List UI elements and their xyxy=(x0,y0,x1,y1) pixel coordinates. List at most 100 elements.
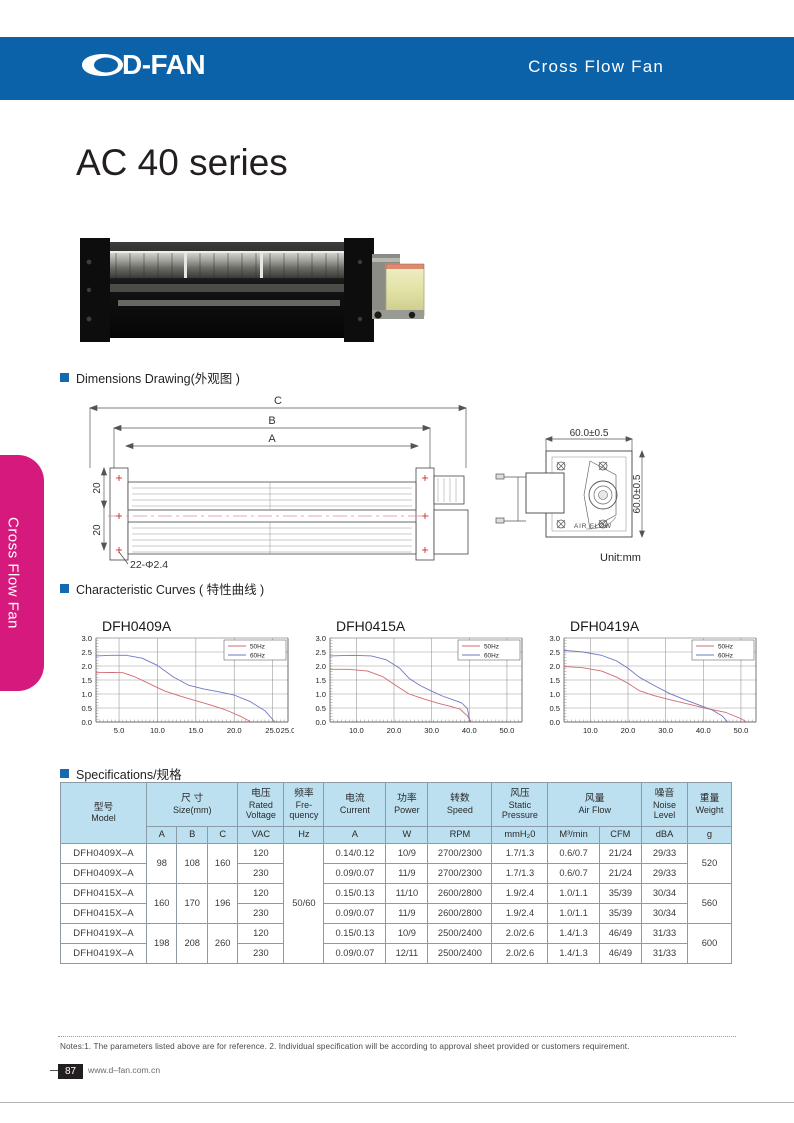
page-number: 87 xyxy=(58,1064,84,1079)
brand-name: D-FAN xyxy=(122,49,206,80)
cell-power: 10/9 xyxy=(385,843,429,864)
svg-text:0.0: 0.0 xyxy=(81,718,92,727)
svg-text:50.0: 50.0 xyxy=(734,726,749,735)
header-static-pressure: 风压 Static Pressure xyxy=(491,782,549,827)
cell-cfm: 46/49 xyxy=(598,923,643,944)
section-heading-curves: Characteristic Curves ( 特性曲线 ) xyxy=(60,579,264,598)
svg-text:3.0: 3.0 xyxy=(315,634,326,643)
cell-noise: 30/34 xyxy=(641,903,688,924)
table-header-row-units: A B C VAC Hz A W RPM mmH₂0 M³/min CFM dB… xyxy=(61,826,732,844)
unit-cfm: CFM xyxy=(598,826,643,844)
cell-speed: 2500/2400 xyxy=(427,943,493,964)
cell-power: 11/10 xyxy=(385,883,429,904)
page-number-dash xyxy=(50,1070,58,1071)
svg-text:1.5: 1.5 xyxy=(549,676,560,685)
cell-airflow-m3: 0.6/0.7 xyxy=(547,843,600,864)
cell-speed: 2600/2800 xyxy=(427,883,493,904)
side-tab-label: Cross Flow Fan xyxy=(4,516,22,630)
section-heading-dimensions: Dimensions Drawing(外观图 ) xyxy=(60,368,240,387)
chart-plot: 0.0 0.5 1.0 1.5 2.0 2.5 3.0 10.0 20.0 30.0 40.0 50.… xyxy=(549,634,757,735)
cell-power: 10/9 xyxy=(385,923,429,944)
cell-current: 0.09/0.07 xyxy=(323,903,387,924)
cell-noise: 31/33 xyxy=(641,923,688,944)
cell-airflow-m3: 0.6/0.7 xyxy=(547,863,600,884)
svg-text:0.0: 0.0 xyxy=(315,718,326,727)
unit-hz: Hz xyxy=(283,826,325,844)
website-url: www.d–fan.com.cn xyxy=(88,1065,161,1075)
cell-current: 0.15/0.13 xyxy=(323,883,387,904)
cell-voltage: 230 xyxy=(237,903,285,924)
page-title: AC 40 series xyxy=(76,142,288,183)
svg-text:20.0: 20.0 xyxy=(387,726,402,735)
cell-model: DFH0409X–A xyxy=(60,843,147,864)
cell-size-c: 196 xyxy=(206,883,239,924)
svg-text:2.5: 2.5 xyxy=(315,648,326,657)
footer-divider xyxy=(58,1036,736,1037)
cell-current: 0.14/0.12 xyxy=(323,843,387,864)
svg-text:1.0: 1.0 xyxy=(315,690,326,699)
chart-title: DFH0419A xyxy=(570,618,640,634)
unit-dba: dBA xyxy=(641,826,688,844)
unit-gram: g xyxy=(687,826,732,844)
svg-text:50Hz: 50Hz xyxy=(250,644,265,651)
unit-c: C xyxy=(206,826,239,844)
svg-text:20: 20 xyxy=(92,524,103,536)
svg-text:50Hz: 50Hz xyxy=(718,644,733,651)
cell-current: 0.09/0.07 xyxy=(323,943,387,964)
section-bullet-icon xyxy=(60,373,69,382)
page-header-bar: D-FAN Cross Flow Fan xyxy=(0,37,794,100)
cell-size-b: 170 xyxy=(176,883,208,924)
svg-text:60.0±0.5: 60.0±0.5 xyxy=(632,474,643,513)
bottom-divider xyxy=(0,1102,794,1103)
svg-text:3.0: 3.0 xyxy=(81,634,92,643)
cell-airflow-m3: 1.4/1.3 xyxy=(547,943,600,964)
table-row: DFH0419X–A 198 208 260 120 0.15/0.13 10/… xyxy=(60,923,732,964)
svg-text:B: B xyxy=(268,415,275,427)
cell-cfm: 35/39 xyxy=(598,903,643,924)
svg-text:1.0: 1.0 xyxy=(549,690,560,699)
svg-text:60Hz: 60Hz xyxy=(718,653,733,660)
header-air-flow: 风量 Air Flow xyxy=(547,782,642,827)
cell-airflow-m3: 1.0/1.1 xyxy=(547,883,600,904)
cell-pressure: 1.9/2.4 xyxy=(491,883,549,904)
cell-airflow-m3: 1.4/1.3 xyxy=(547,923,600,944)
cell-power: 11/9 xyxy=(385,863,429,884)
svg-text:15.0: 15.0 xyxy=(188,726,203,735)
unit-mmh2o: mmH₂0 xyxy=(491,826,549,844)
svg-text:20.0: 20.0 xyxy=(227,726,242,735)
dimension-drawing-side-view: 60.0±0.5 60.0±0.5 AIR FLOW xyxy=(495,428,645,538)
cell-current: 0.09/0.07 xyxy=(323,863,387,884)
cell-cfm: 21/24 xyxy=(598,863,643,884)
svg-text:10.0: 10.0 xyxy=(150,726,165,735)
svg-text:10.0: 10.0 xyxy=(349,726,364,735)
cell-voltage: 230 xyxy=(237,863,285,884)
cell-noise: 29/33 xyxy=(641,863,688,884)
cell-model: DFH0409X–A xyxy=(60,863,147,884)
cell-weight: 600 xyxy=(687,923,732,964)
cell-voltage: 120 xyxy=(237,923,285,944)
table-header-row-main: 型号 Model 尺 寸 Size(mm) 电压 Rated Voltage 频率 Fre… xyxy=(60,782,732,844)
svg-text:AIR FLOW: AIR FLOW xyxy=(574,523,612,530)
chart-plot: 0.0 0.5 1.0 1.5 2.0 2.5 3.0 5.0 10.0 15.0 20.0 25.0… xyxy=(81,634,294,735)
section-label: Characteristic Curves ( 特性曲线 ) xyxy=(76,583,265,597)
characteristic-curve-chart: DFH0419A 0.0 0.5 1.0 1.5 2.0 2.5 3.0 10.0 20.0 30… xyxy=(534,618,762,753)
side-tab-cross-flow-fan: Cross Flow Fan xyxy=(0,455,44,691)
svg-text:1.5: 1.5 xyxy=(315,676,326,685)
cell-model: DFH0419X–A xyxy=(60,923,147,944)
svg-text:20: 20 xyxy=(92,482,103,494)
chart-title: DFH0415A xyxy=(336,618,406,634)
cell-frequency: 50/60 xyxy=(283,843,325,964)
cell-voltage: 230 xyxy=(237,943,285,964)
svg-text:2.0: 2.0 xyxy=(549,662,560,671)
svg-text:1.5: 1.5 xyxy=(81,676,92,685)
cell-model: DFH0415X–A xyxy=(60,883,147,904)
cell-cfm: 35/39 xyxy=(598,883,643,904)
header-frequency: 频率 Fre-quency xyxy=(283,782,325,827)
svg-text:40.0: 40.0 xyxy=(696,726,711,735)
svg-text:50.0: 50.0 xyxy=(500,726,515,735)
cell-speed: 2700/2300 xyxy=(427,843,493,864)
unit-amp: A xyxy=(323,826,387,844)
characteristic-curve-chart: DFH0415A 0.0 0.5 1.0 1.5 2.0 2.5 3.0 10.0 20.0 30… xyxy=(300,618,528,753)
svg-text:3.0: 3.0 xyxy=(549,634,560,643)
svg-text:0.5: 0.5 xyxy=(81,704,92,713)
